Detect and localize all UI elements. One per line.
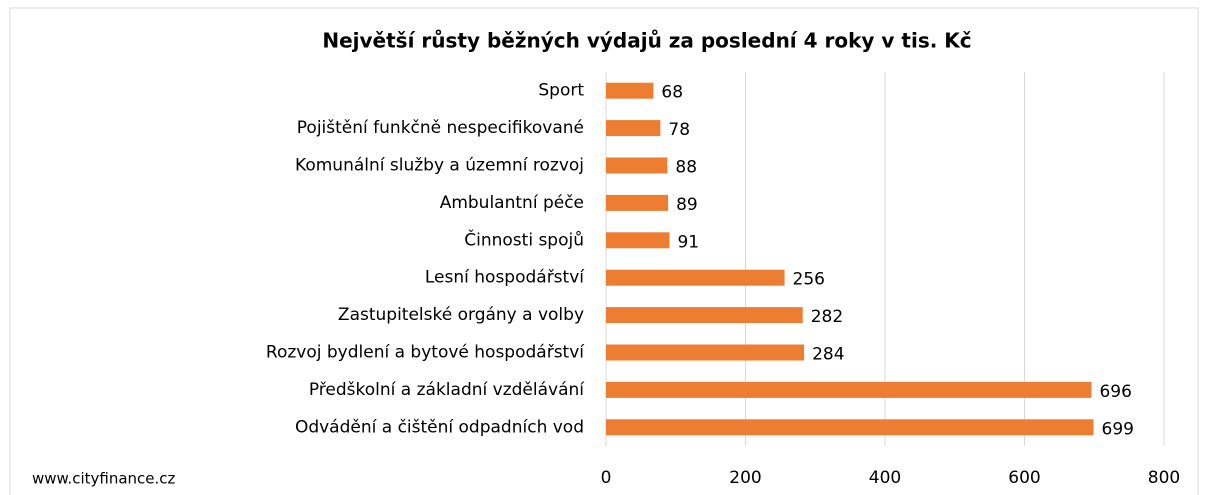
y-tick-label: Odvádění a čištění odpadních vod [295, 417, 584, 437]
data-label: 284 [812, 345, 844, 365]
data-label: 699 [1102, 419, 1134, 439]
y-tick-label: Zastupitelské orgány a volby [338, 305, 584, 325]
y-tick-label: Komunální služby a územní rozvoj [295, 156, 584, 176]
y-tick-label: Sport [538, 81, 584, 101]
bar [606, 344, 805, 361]
bar [606, 381, 1092, 398]
x-tick-label: 600 [1008, 468, 1040, 488]
bar [606, 82, 654, 99]
bar [606, 120, 661, 137]
chart-title: Největší růsty běžných výdajů za posledn… [322, 29, 971, 53]
y-tick-label: Pojištění funkčně nespecifikované [297, 118, 584, 138]
x-tick-label: 800 [1148, 468, 1180, 488]
x-tick-label: 200 [729, 468, 761, 488]
data-label: 89 [676, 195, 698, 215]
bar [606, 269, 785, 286]
bar [606, 157, 668, 174]
bar [606, 419, 1094, 436]
data-label: 78 [668, 120, 690, 140]
y-tick-label: Lesní hospodářství [425, 268, 585, 288]
bar [606, 232, 670, 249]
bar [606, 194, 669, 211]
y-tick-label: Předškolní a základní vzdělávání [309, 380, 585, 400]
x-tick-label: 400 [869, 468, 901, 488]
data-label: 91 [677, 232, 699, 252]
data-label: 696 [1099, 382, 1131, 402]
y-tick-label: Rozvoj bydlení a bytové hospodářství [266, 343, 585, 363]
data-label: 88 [675, 158, 697, 178]
data-label: 256 [793, 270, 825, 290]
data-label: 282 [811, 307, 843, 327]
y-tick-label: Činnosti spojů [464, 228, 584, 250]
chart-frame [9, 7, 1199, 495]
source-note: www.cityfinance.cz [32, 470, 176, 488]
x-tick-label: 0 [601, 468, 612, 488]
y-tick-label: Ambulantní péče [440, 193, 584, 213]
data-label: 68 [661, 83, 683, 103]
bar [606, 307, 803, 324]
